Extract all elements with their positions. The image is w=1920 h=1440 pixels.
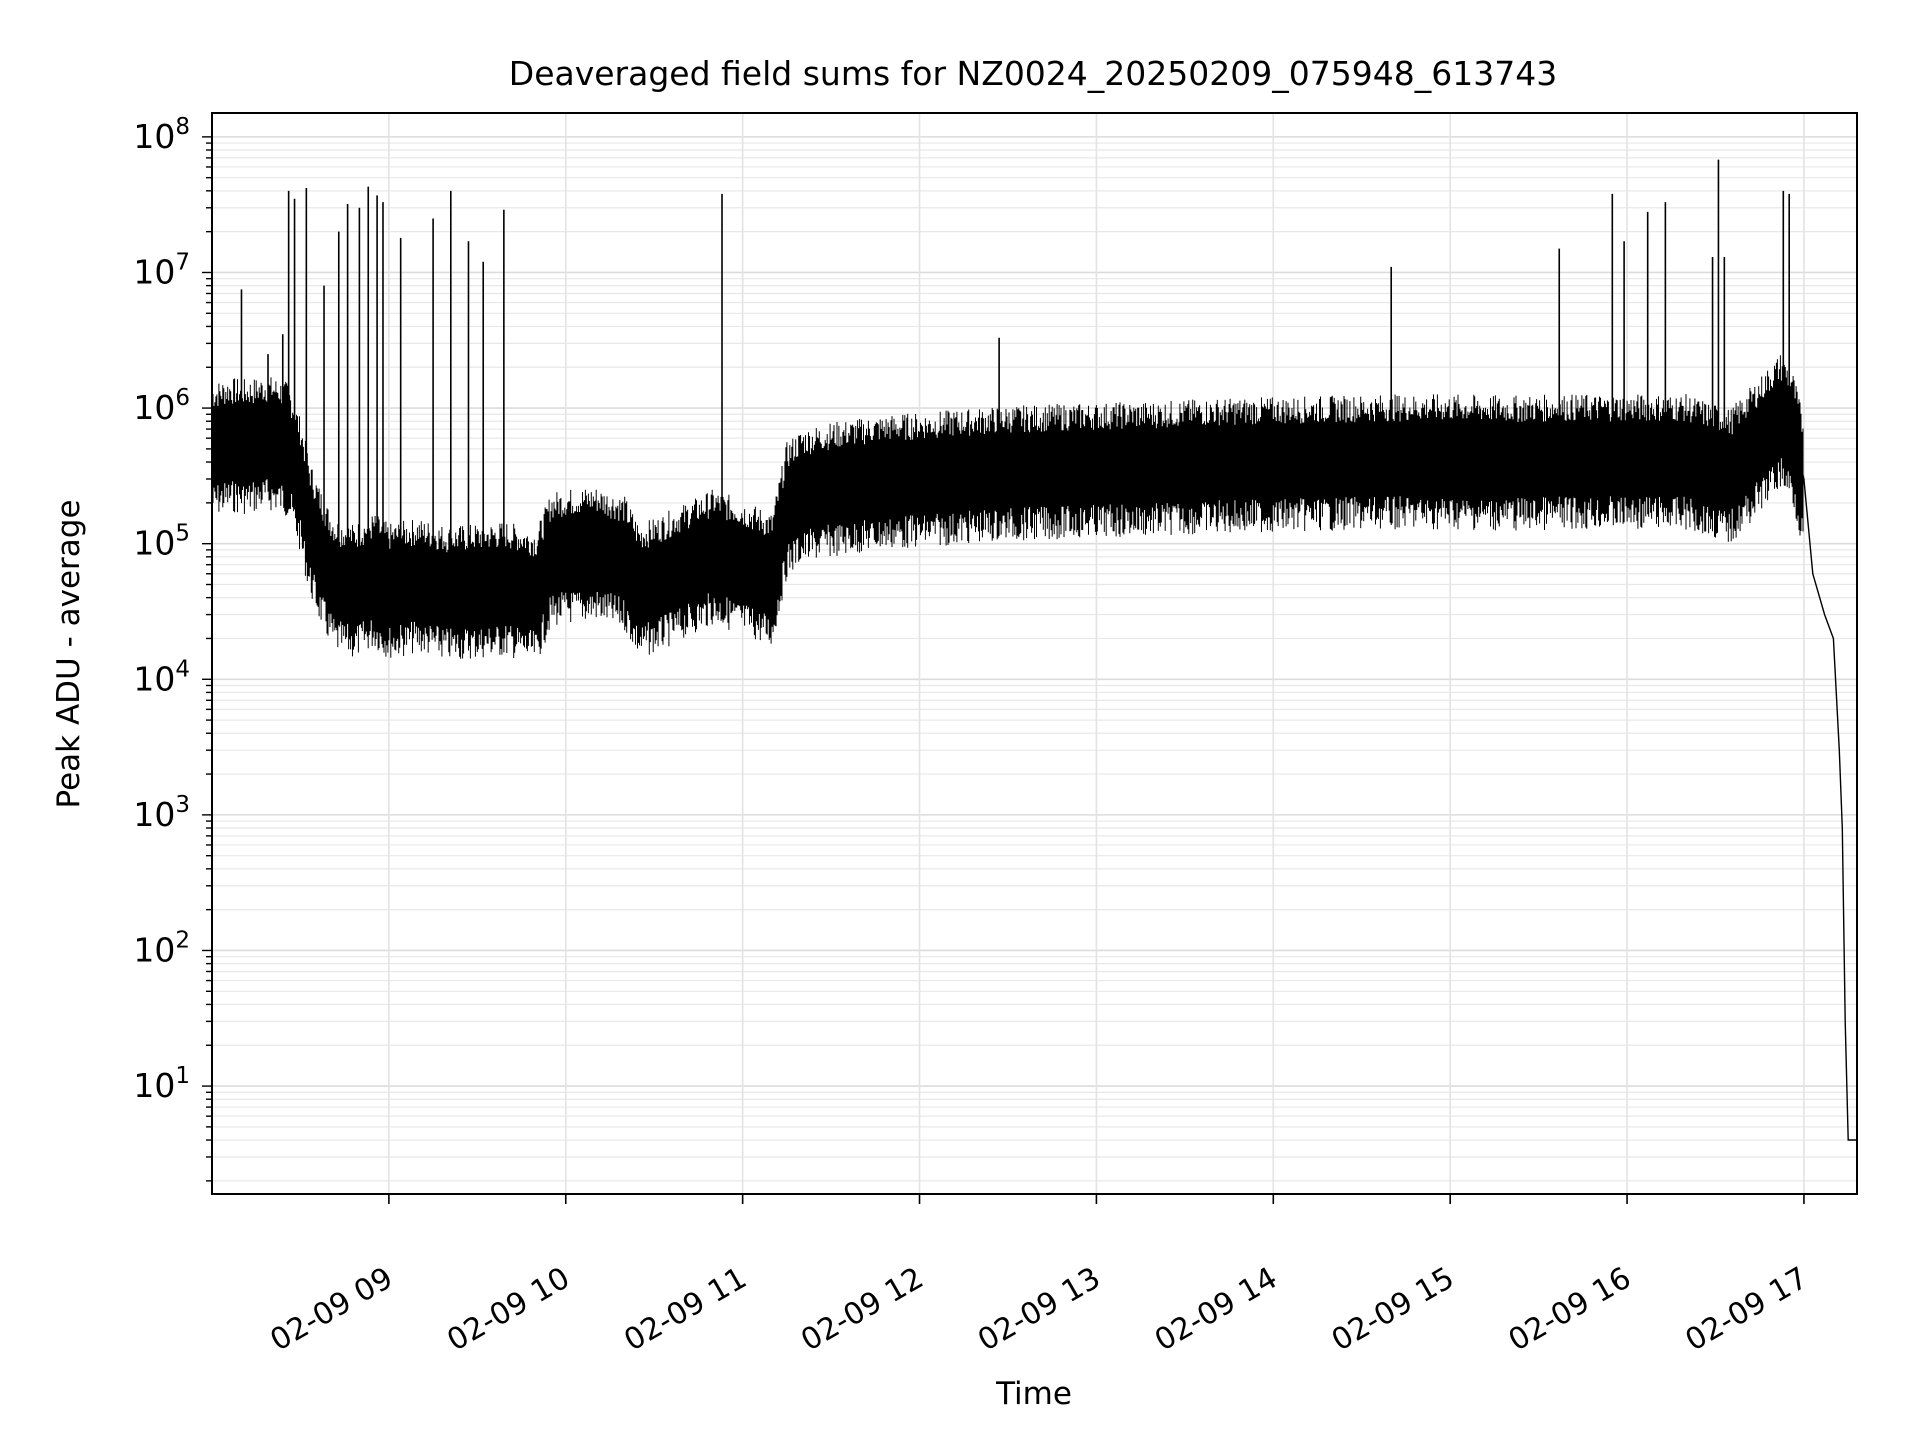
- y-tick-label: 106: [133, 385, 190, 427]
- y-tick-label: 107: [133, 249, 190, 291]
- y-tick-label: 103: [133, 792, 190, 834]
- y-axis: 101 102 103 104 105 106 107 108: [133, 114, 212, 1182]
- grid-lines: [212, 113, 1857, 1194]
- y-tick-label: 104: [133, 656, 190, 698]
- y-tick-label: 108: [133, 114, 190, 156]
- x-axis-label: Time: [995, 1376, 1072, 1412]
- y-tick-label: 101: [133, 1063, 190, 1105]
- y-axis-label: Peak ADU - average: [51, 499, 87, 808]
- y-tick-label: 105: [133, 521, 190, 563]
- chart-title: Deaveraged field sums for NZ0024_2025020…: [509, 54, 1557, 93]
- series-line-group: [211, 159, 1857, 1141]
- y-tick-label: 102: [133, 927, 190, 969]
- plot-frame: [211, 112, 1858, 1195]
